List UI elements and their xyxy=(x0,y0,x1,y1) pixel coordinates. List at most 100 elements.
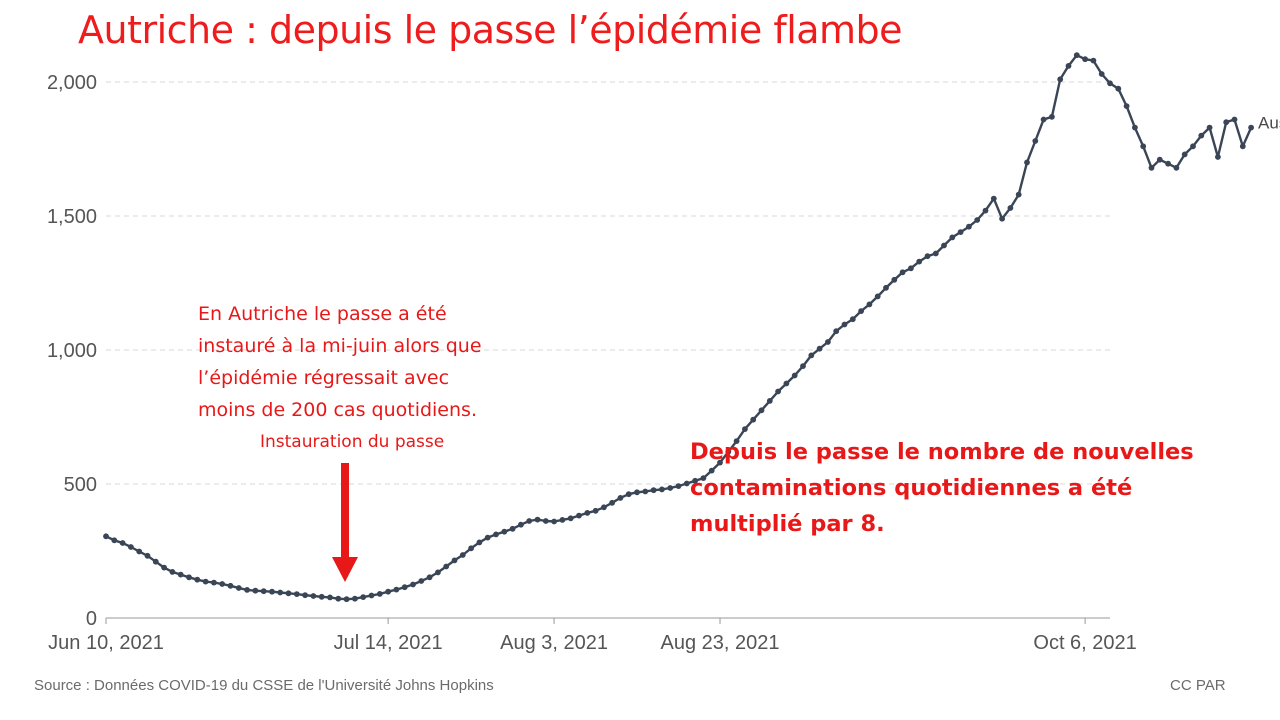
data-point xyxy=(542,518,549,524)
data-point xyxy=(252,587,259,594)
data-point xyxy=(235,585,242,591)
data-point xyxy=(186,574,192,581)
data-point xyxy=(401,584,408,591)
data-point xyxy=(459,552,466,558)
data-point xyxy=(750,416,757,423)
data-point xyxy=(385,588,391,595)
data-point xyxy=(111,537,118,544)
data-point xyxy=(418,578,425,584)
data-point xyxy=(974,217,981,223)
data-point xyxy=(393,586,400,593)
series-label: Austria xyxy=(1258,114,1280,133)
data-point xyxy=(808,352,815,359)
data-point xyxy=(526,518,533,524)
annotation-line: l’épidémie régressait avec xyxy=(198,367,450,389)
data-point xyxy=(941,242,947,249)
data-point xyxy=(1032,138,1039,144)
data-point xyxy=(227,582,234,589)
data-point xyxy=(725,448,732,455)
annotation-line: contaminations quotidiennes a été xyxy=(690,475,1133,501)
data-point xyxy=(1057,76,1064,83)
source-note: Source : Données COVID-19 du CSSE de l'U… xyxy=(34,677,494,694)
data-point xyxy=(1215,154,1221,160)
data-point xyxy=(634,489,640,496)
data-point xyxy=(783,380,790,387)
data-point xyxy=(1040,116,1047,123)
data-point xyxy=(509,525,516,532)
data-point xyxy=(360,594,367,600)
data-point xyxy=(866,301,873,308)
data-point xyxy=(791,372,798,379)
data-point xyxy=(277,589,284,596)
data-point xyxy=(816,345,823,352)
data-point xyxy=(1007,205,1014,211)
data-point xyxy=(916,258,923,265)
data-point xyxy=(1107,80,1113,87)
data-point xyxy=(435,569,441,576)
data-point xyxy=(841,321,848,328)
data-point xyxy=(982,207,989,214)
data-point xyxy=(1090,57,1097,64)
annotation-line: multiplié par 8. xyxy=(690,511,885,537)
data-point xyxy=(742,426,748,432)
annotation-line: Depuis le passe le nombre de nouvelles xyxy=(690,439,1194,465)
data-point xyxy=(949,234,956,241)
annotation-line: moins de 200 cas quotidiens. xyxy=(198,399,477,421)
data-point xyxy=(775,388,781,395)
data-point xyxy=(692,477,698,484)
data-point xyxy=(849,316,856,323)
data-point xyxy=(493,531,499,538)
data-point xyxy=(127,544,134,550)
arrow-shaft xyxy=(341,463,349,559)
data-point xyxy=(476,539,483,546)
data-point xyxy=(327,594,333,601)
data-point xyxy=(451,557,458,564)
y-tick-label: 1,000 xyxy=(47,340,97,362)
data-point xyxy=(484,534,491,541)
data-point xyxy=(999,215,1005,222)
arrow-head xyxy=(332,557,358,582)
arrow-label: Instauration du passe xyxy=(260,432,445,452)
data-point xyxy=(302,592,308,599)
data-point xyxy=(932,250,939,257)
data-point xyxy=(144,552,151,559)
x-tick-label: Aug 23, 2021 xyxy=(661,632,780,654)
data-point xyxy=(891,276,898,283)
y-tick-label: 0 xyxy=(86,608,97,630)
data-point xyxy=(675,483,682,489)
data-point xyxy=(700,475,707,481)
annotation-line: En Autriche le passe a été xyxy=(198,303,447,325)
data-point xyxy=(136,548,143,555)
data-point xyxy=(177,571,184,578)
credit-note: CC PAR xyxy=(1170,677,1226,694)
data-point xyxy=(269,588,275,595)
data-point xyxy=(1082,56,1088,63)
x-tick-label: Jul 14, 2021 xyxy=(334,632,443,654)
data-point xyxy=(1223,119,1230,126)
data-point xyxy=(617,495,624,501)
data-point xyxy=(825,339,831,345)
data-point xyxy=(883,284,889,291)
data-point xyxy=(1065,63,1072,69)
x-tick-label: Oct 6, 2021 xyxy=(1033,632,1136,654)
data-point xyxy=(601,504,607,511)
data-point xyxy=(103,533,109,540)
data-point xyxy=(924,253,931,260)
data-point xyxy=(368,592,375,599)
data-point xyxy=(1198,132,1205,139)
data-point xyxy=(1148,164,1155,171)
data-point xyxy=(1239,143,1246,150)
data-point xyxy=(609,499,615,506)
data-point xyxy=(1098,71,1105,77)
data-point xyxy=(426,574,433,581)
data-point xyxy=(260,588,267,595)
data-point xyxy=(352,595,358,602)
conclusion-annotation: Depuis le passe le nombre de nouvelles c… xyxy=(690,434,1250,542)
data-point xyxy=(683,480,690,487)
data-point xyxy=(343,596,350,603)
data-point xyxy=(211,579,217,586)
data-point xyxy=(1173,164,1180,171)
data-point xyxy=(1073,52,1080,59)
data-point xyxy=(1231,116,1238,123)
data-point xyxy=(501,528,508,535)
